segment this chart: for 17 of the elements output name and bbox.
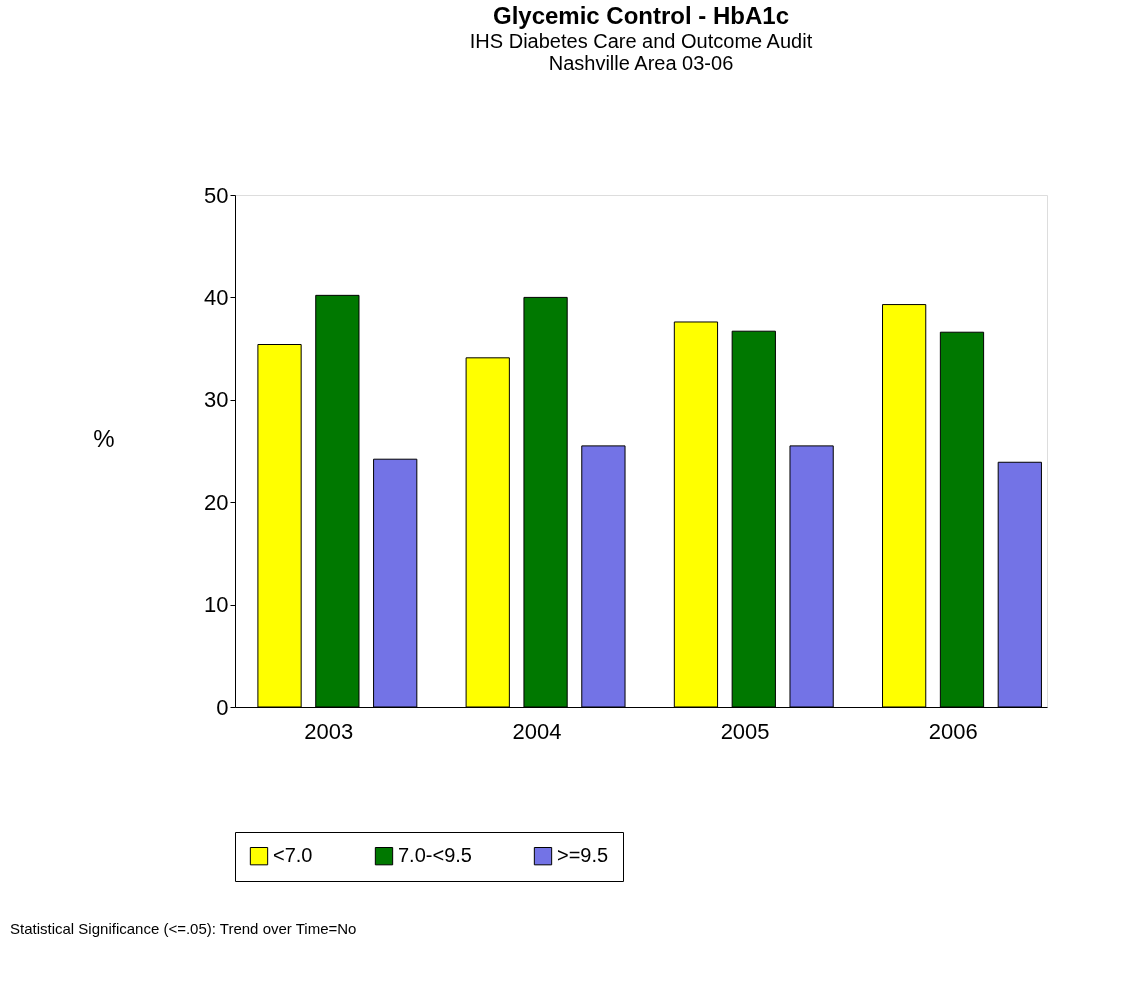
- y-axis-title: %: [93, 424, 115, 452]
- legend-label: 7.0-<9.5: [398, 844, 472, 867]
- legend-label: >=9.5: [557, 844, 609, 867]
- y-tick-label: 20: [204, 489, 229, 515]
- text: Statistical Significance (<=.05): Trend over Time=No: [10, 920, 357, 937]
- y-tick-label: 50: [204, 182, 229, 208]
- x-tick-label: 2003: [304, 718, 354, 744]
- x-tick-label: 2005: [720, 718, 770, 744]
- y-tick-label: 10: [204, 592, 229, 618]
- y-tick-label: 30: [204, 387, 229, 413]
- x-tick-label: 2006: [928, 718, 978, 744]
- y-tick-label: 40: [204, 284, 229, 310]
- x-tick-label: 2004: [512, 718, 562, 744]
- y-tick-label: 0: [216, 694, 229, 720]
- chart-subtitle: IHS Diabetes Care and Outcome Audit Nashville Area 03-06: [469, 30, 813, 74]
- chart-title: Glycemic Control - HbA1c: [492, 2, 790, 29]
- legend-label: <7.0: [273, 844, 313, 867]
